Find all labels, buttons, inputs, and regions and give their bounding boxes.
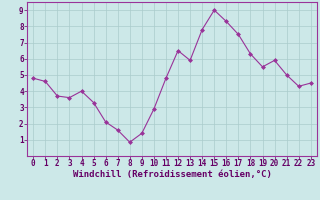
X-axis label: Windchill (Refroidissement éolien,°C): Windchill (Refroidissement éolien,°C) — [73, 170, 271, 179]
